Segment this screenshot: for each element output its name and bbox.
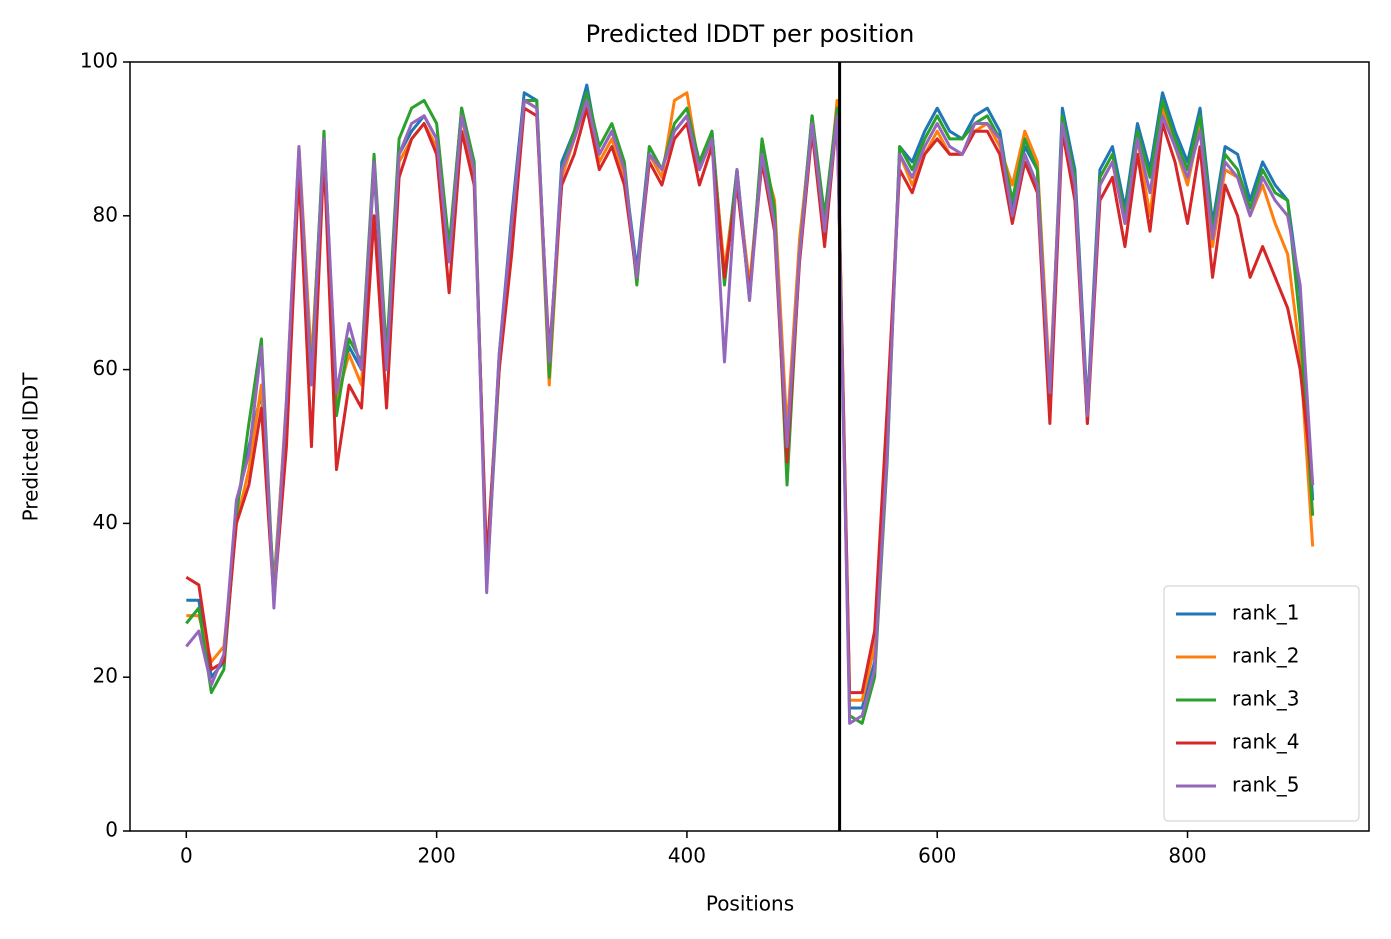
x-tick-label: 600: [918, 844, 956, 868]
x-tick-label: 400: [668, 844, 706, 868]
plot-frame: [129, 61, 1370, 832]
x-tick-label: 200: [418, 844, 456, 868]
x-tick-label: 800: [1168, 844, 1206, 868]
legend-label: rank_4: [1232, 730, 1299, 754]
y-axis-label: Predicted lDDT: [19, 372, 43, 522]
legend-label: rank_1: [1232, 601, 1299, 625]
legend-box: [1163, 585, 1360, 822]
y-tick-label: 100: [80, 49, 118, 73]
legend-label: rank_5: [1232, 773, 1299, 797]
y-tick-label: 80: [93, 202, 118, 226]
y-tick-label: 0: [105, 818, 118, 842]
y-tick-label: 60: [93, 356, 118, 380]
series-line: [185, 106, 1315, 695]
x-tick-label: 0: [180, 844, 193, 868]
x-axis-label: Positions: [706, 892, 794, 916]
y-tick-label: 20: [93, 664, 118, 688]
series-line: [185, 98, 1315, 725]
legend-label: rank_2: [1232, 644, 1299, 668]
chart-title: Predicted lDDT per position: [586, 20, 915, 48]
legend-label: rank_3: [1232, 687, 1299, 711]
y-tick-label: 40: [93, 510, 118, 534]
